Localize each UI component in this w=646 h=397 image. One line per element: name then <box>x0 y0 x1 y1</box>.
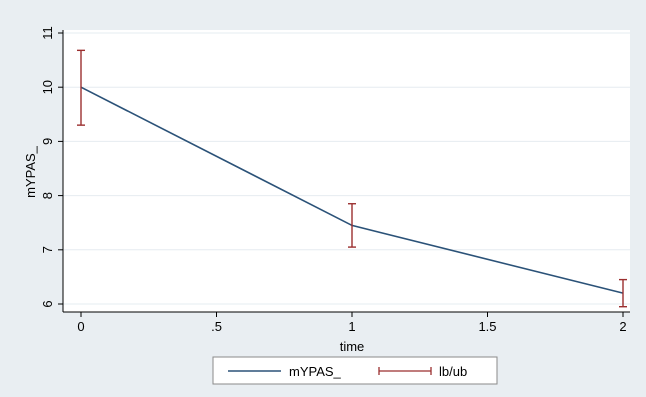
y-tick-label-9: 9 <box>40 138 55 145</box>
x-tick-label-1: 1 <box>348 319 355 334</box>
legend-label-mypas: mYPAS_ <box>289 364 342 379</box>
x-axis-title: time <box>340 339 365 354</box>
legend-errorbar-swatch <box>378 367 432 375</box>
axes: 6 7 8 9 10 11 0 .5 1 1.5 2 <box>40 26 630 334</box>
x-tick-label-1.5: 1.5 <box>478 319 496 334</box>
y-tick-label-7: 7 <box>40 246 55 253</box>
y-tick-label-6: 6 <box>40 300 55 307</box>
y-tick-label-8: 8 <box>40 192 55 199</box>
x-tick-label-2: 2 <box>619 319 626 334</box>
errorbar-0 <box>77 49 85 126</box>
errorbar-2 <box>619 278 627 308</box>
y-axis-title: mYPAS_ <box>23 145 38 198</box>
x-tick-label-.5: .5 <box>211 319 222 334</box>
y-tick-label-10: 10 <box>40 80 55 94</box>
legend: mYPAS_ lb/ub <box>212 356 498 385</box>
legend-label-lbub: lb/ub <box>439 364 467 379</box>
errorbar-1 <box>348 203 356 248</box>
gridlines <box>63 32 630 305</box>
plot-area <box>63 30 630 312</box>
x-tick-label-0: 0 <box>77 319 84 334</box>
y-tick-label-11: 11 <box>40 26 55 40</box>
series-layer <box>77 49 627 308</box>
